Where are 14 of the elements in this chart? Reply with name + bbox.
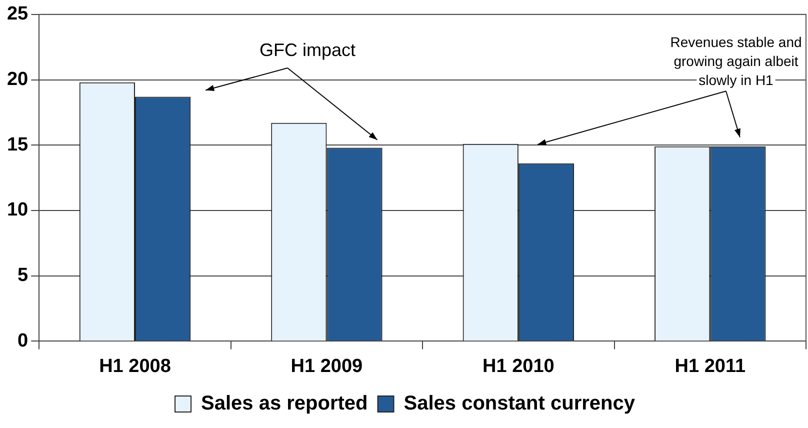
legend-label: Sales constant currency <box>404 392 636 415</box>
y-tick-label: 10 <box>6 200 28 221</box>
y-tick-label: 5 <box>18 265 29 286</box>
y-tick-label: 15 <box>6 134 29 156</box>
x-tick-label: H1 2008 <box>99 356 171 377</box>
y-tick-label: 25 <box>6 4 29 25</box>
x-tick-label: H1 2010 <box>482 356 554 377</box>
x-tick-label: H1 2011 <box>674 356 746 377</box>
legend-label: Sales as reported <box>201 392 368 415</box>
y-tick-label: 0 <box>18 330 28 352</box>
x-tick-label: H1 2009 <box>290 356 363 377</box>
annotation: Revenues stable and growing again albeit slowly in H1 <box>670 34 802 88</box>
y-tick-label: 20 <box>6 68 28 90</box>
annotation: GFC impact <box>260 40 356 60</box>
